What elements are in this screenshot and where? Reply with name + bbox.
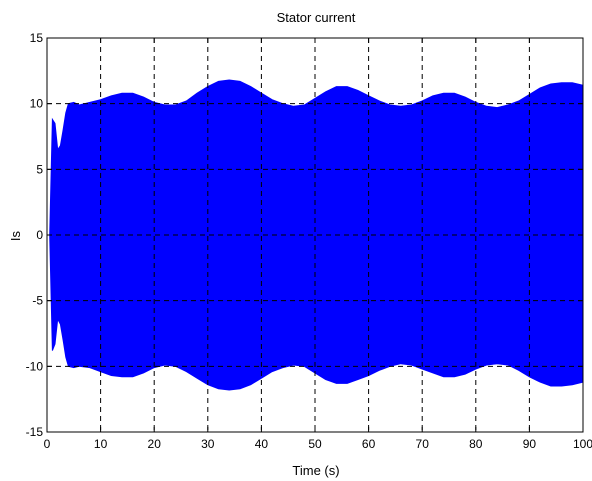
x-tick-label: 60 (362, 437, 376, 451)
y-tick-label: -10 (26, 359, 44, 373)
y-tick-label: 10 (30, 97, 44, 111)
y-tick-label: 5 (36, 162, 43, 176)
chart-title: Stator current (277, 10, 356, 25)
x-axis-title: Time (s) (292, 463, 339, 478)
x-tick-label: 0 (44, 437, 51, 451)
y-tick-label: -5 (32, 294, 43, 308)
x-tick-label: 50 (308, 437, 322, 451)
x-tick-label: 80 (469, 437, 483, 451)
x-tick-label: 30 (201, 437, 215, 451)
y-tick-label: 0 (36, 228, 43, 242)
y-axis-title: Is (8, 230, 23, 241)
x-tick-label: 40 (255, 437, 269, 451)
y-tick-label: 15 (30, 31, 44, 45)
y-tick-label: -15 (26, 425, 44, 439)
x-tick-label: 100 (573, 437, 592, 451)
x-tick-label: 10 (94, 437, 108, 451)
x-tick-label: 20 (148, 437, 162, 451)
x-tick-label: 70 (416, 437, 430, 451)
x-tick-label: 90 (523, 437, 537, 451)
